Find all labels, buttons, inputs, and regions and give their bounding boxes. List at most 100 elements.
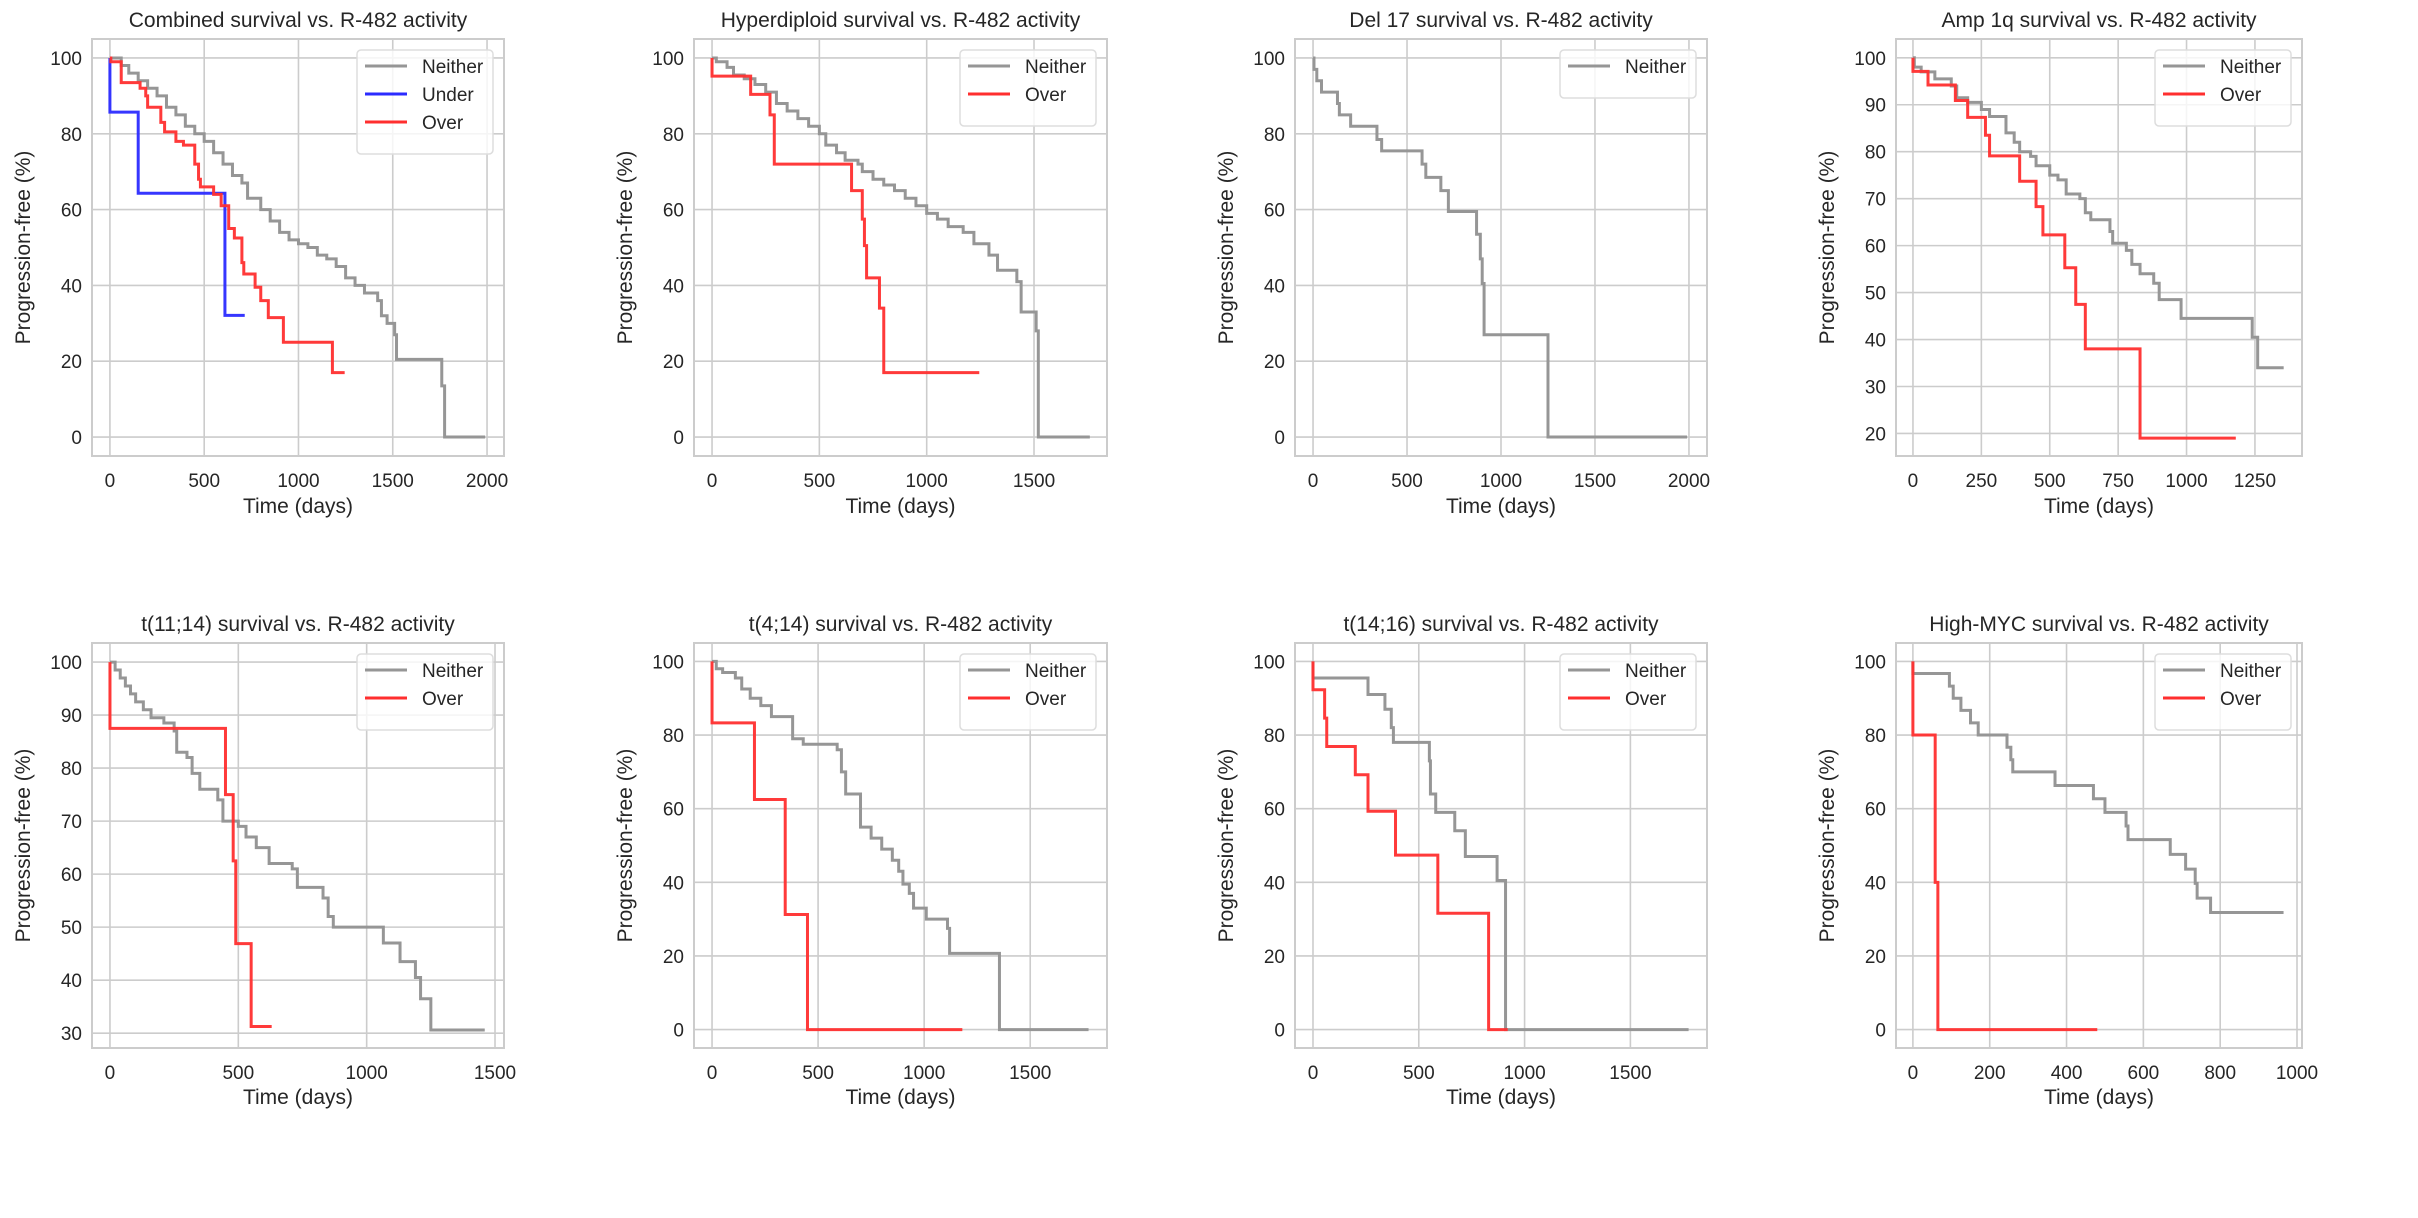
- y-tick-label: 100: [50, 653, 82, 674]
- y-axis-label: Progression-free (%): [1816, 749, 1839, 943]
- legend-label: Neither: [1025, 661, 1087, 682]
- y-tick-label: 90: [1865, 96, 1886, 117]
- x-tick-label: 500: [802, 1063, 834, 1084]
- axes-frame: [1895, 38, 2303, 457]
- y-tick-label: 100: [1854, 49, 1886, 70]
- x-tick-label: 1250: [2234, 471, 2276, 492]
- legend-label: Over: [422, 113, 464, 134]
- y-tick-label: 40: [1865, 873, 1886, 894]
- x-tick-label: 500: [1403, 1063, 1435, 1084]
- y-tick-label: 40: [1264, 873, 1285, 894]
- x-tick-label: 0: [1908, 1063, 1919, 1084]
- y-tick-label: 90: [61, 706, 82, 727]
- subplot-title: Del 17 survival vs. R-482 activity: [1349, 9, 1653, 32]
- x-tick-label: 200: [1974, 1063, 2006, 1084]
- axes-frame: [1895, 642, 2303, 1049]
- x-tick-label: 0: [1308, 471, 1319, 492]
- subplot-title: High-MYC survival vs. R-482 activity: [1929, 613, 2269, 636]
- subplot-7: 0 500 1000 1500 0 20 40 60 80 100 t(14;16) surviva…: [1215, 613, 1708, 1109]
- subplot-title: Amp 1q survival vs. R-482 activity: [1941, 9, 2257, 32]
- x-tick-label: 0: [1908, 471, 1919, 492]
- y-tick-label: 0: [1274, 428, 1285, 449]
- legend: Neither Over: [356, 653, 494, 731]
- x-axis-label: Time (days): [845, 495, 955, 518]
- axes-frame: [693, 38, 1108, 457]
- x-tick-label: 0: [707, 1063, 718, 1084]
- y-tick-label: 80: [1865, 143, 1886, 164]
- subplot-1: 0 500 1000 1500 2000 0 20 40 60 80 100 Combined sur…: [12, 9, 508, 518]
- series-line-neither: [1312, 56, 1688, 439]
- legend-label: Neither: [1625, 661, 1687, 682]
- legend: Neither Over: [959, 653, 1097, 731]
- y-tick-label: 100: [1253, 49, 1285, 70]
- series-line-neither: [1311, 661, 1689, 1032]
- x-tick-label: 500: [222, 1063, 254, 1084]
- y-tick-label: 80: [1264, 726, 1285, 747]
- axes-frame: [1294, 38, 1708, 457]
- y-axis-label: Progression-free (%): [12, 749, 35, 943]
- axes-frame: [693, 642, 1108, 1049]
- y-tick-label: 60: [61, 201, 82, 222]
- series-line-neither: [712, 56, 1090, 439]
- legend-label: Over: [2220, 689, 2262, 710]
- x-tick-label: 1500: [1013, 471, 1055, 492]
- series-line-neither: [712, 659, 1089, 1032]
- x-tick-label: 750: [2102, 471, 2134, 492]
- legend-box: [1559, 49, 1697, 99]
- series-line-over: [1311, 661, 1508, 1032]
- legend: Neither Over: [2154, 49, 2292, 127]
- legend-label: Neither: [422, 57, 484, 78]
- x-tick-label: 1500: [372, 471, 414, 492]
- x-tick-label: 1000: [1503, 1063, 1545, 1084]
- y-axis-label: Progression-free (%): [12, 151, 35, 345]
- x-tick-label: 2000: [1668, 471, 1710, 492]
- x-tick-label: 1000: [277, 471, 319, 492]
- series-line-over: [1911, 57, 2236, 440]
- y-axis-label: Progression-free (%): [1215, 749, 1238, 943]
- series-line-over: [710, 57, 980, 375]
- x-axis-label: Time (days): [243, 1086, 353, 1109]
- series-line-neither: [109, 56, 486, 439]
- y-tick-label: 40: [61, 971, 82, 992]
- y-tick-label: 100: [1253, 652, 1285, 673]
- axes-frame: [1294, 642, 1708, 1049]
- subplot-2: 0 500 1000 1500 0 20 40 60 80 100 Hyperdiploid sur…: [614, 9, 1108, 518]
- x-tick-label: 250: [1966, 471, 1998, 492]
- axes-frame: [91, 642, 505, 1049]
- x-tick-label: 500: [188, 471, 220, 492]
- y-tick-label: 20: [1865, 424, 1886, 445]
- x-tick-label: 1500: [1009, 1063, 1051, 1084]
- legend-label: Under: [422, 85, 474, 106]
- y-tick-label: 30: [1865, 378, 1886, 399]
- y-tick-label: 0: [673, 428, 684, 449]
- y-tick-label: 0: [1274, 1021, 1285, 1042]
- y-tick-label: 80: [1865, 726, 1886, 747]
- y-tick-label: 40: [1264, 276, 1285, 297]
- x-tick-label: 1000: [2276, 1063, 2318, 1084]
- legend-box: [959, 49, 1097, 127]
- x-tick-label: 500: [1391, 471, 1423, 492]
- x-tick-label: 1500: [1609, 1063, 1651, 1084]
- y-tick-label: 60: [61, 865, 82, 886]
- subplot-title: t(4;14) survival vs. R-482 activity: [749, 613, 1053, 636]
- y-axis-label: Progression-free (%): [614, 749, 637, 943]
- y-tick-label: 80: [61, 759, 82, 780]
- series-line-neither: [109, 660, 485, 1032]
- x-tick-label: 500: [804, 471, 836, 492]
- y-tick-label: 60: [663, 800, 684, 821]
- legend-box: [356, 49, 494, 155]
- y-axis-label: Progression-free (%): [614, 151, 637, 345]
- x-tick-label: 1000: [2165, 471, 2207, 492]
- x-tick-label: 2000: [466, 471, 508, 492]
- legend: Neither Under Over: [356, 49, 494, 155]
- y-axis-label: Progression-free (%): [1816, 151, 1839, 345]
- series-line-over: [108, 662, 272, 1029]
- legend: Neither Over: [959, 49, 1097, 127]
- x-axis-label: Time (days): [2044, 1086, 2154, 1109]
- series-line-over: [109, 56, 345, 375]
- legend-label: Neither: [1025, 57, 1087, 78]
- y-tick-label: 60: [1865, 237, 1886, 258]
- x-tick-label: 0: [1308, 1063, 1319, 1084]
- subplot-title: t(11;14) survival vs. R-482 activity: [141, 613, 455, 636]
- x-tick-label: 0: [105, 471, 116, 492]
